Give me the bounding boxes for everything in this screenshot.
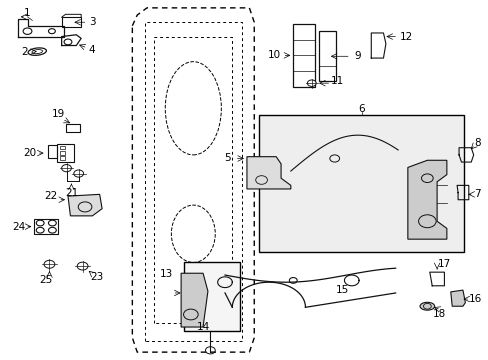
Text: 4: 4 — [88, 45, 95, 55]
Bar — [34, 220, 58, 234]
Bar — [66, 123, 80, 132]
Circle shape — [77, 262, 88, 270]
Circle shape — [61, 165, 71, 172]
Text: 18: 18 — [432, 309, 445, 319]
Text: 1: 1 — [24, 8, 31, 18]
Circle shape — [307, 80, 316, 86]
Text: 7: 7 — [473, 189, 480, 199]
Bar — [61, 17, 81, 27]
Text: 20: 20 — [23, 148, 37, 158]
Text: 5: 5 — [224, 153, 230, 163]
Bar — [183, 262, 239, 330]
Text: 6: 6 — [358, 104, 364, 114]
Bar — [259, 116, 463, 252]
Bar — [57, 144, 73, 162]
Text: 22: 22 — [44, 191, 58, 201]
Polygon shape — [181, 273, 207, 327]
Bar — [60, 145, 64, 149]
Polygon shape — [246, 157, 290, 189]
Bar — [60, 156, 64, 160]
Text: 14: 14 — [196, 322, 209, 332]
Text: 16: 16 — [468, 294, 481, 304]
Text: 15: 15 — [335, 285, 348, 296]
Bar — [319, 31, 336, 81]
Polygon shape — [68, 194, 102, 216]
Text: 11: 11 — [330, 76, 344, 86]
Circle shape — [44, 260, 55, 268]
Text: 2: 2 — [21, 46, 27, 57]
Polygon shape — [407, 160, 446, 239]
Bar — [48, 145, 57, 158]
Circle shape — [74, 170, 83, 177]
Text: 23: 23 — [90, 272, 103, 282]
Text: 19: 19 — [52, 109, 65, 120]
Text: 17: 17 — [437, 258, 450, 269]
Bar — [293, 24, 315, 87]
Text: 3: 3 — [89, 17, 96, 27]
Polygon shape — [450, 290, 465, 306]
Text: 13: 13 — [160, 269, 173, 279]
Text: 21: 21 — [65, 188, 79, 198]
Text: 12: 12 — [399, 32, 412, 41]
Bar — [60, 151, 64, 154]
Text: 25: 25 — [39, 275, 52, 285]
Text: 8: 8 — [473, 138, 479, 148]
Text: 24: 24 — [13, 222, 26, 231]
Text: 10: 10 — [267, 50, 281, 60]
Ellipse shape — [419, 302, 434, 310]
Text: 9: 9 — [354, 51, 361, 61]
